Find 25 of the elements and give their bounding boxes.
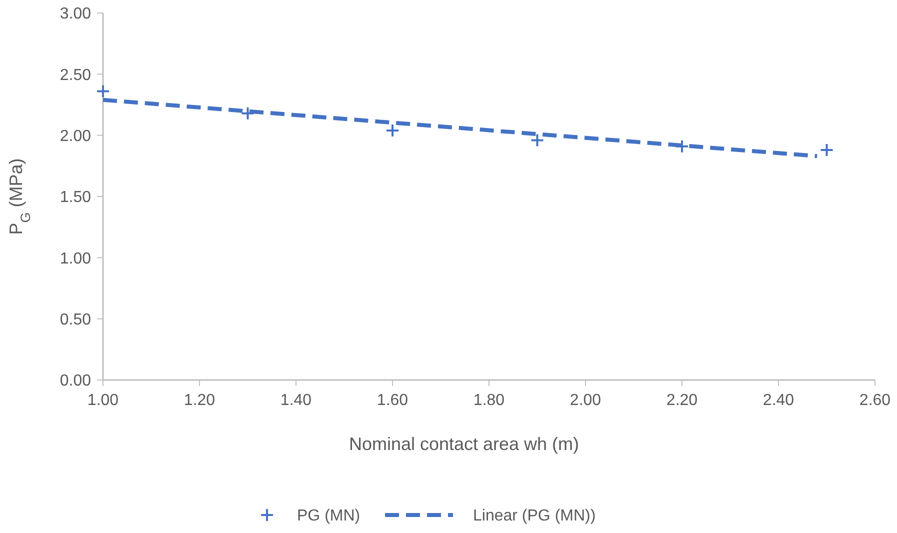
point [530,133,544,148]
y-tick-label: 1.00 [60,250,92,268]
x-tick-label: 2.00 [570,392,602,409]
point [386,123,400,138]
point [240,106,255,120]
legend-label: Linear (PG (MN)) [473,508,596,525]
x-axis-title: Nominal contact area wh (m) [348,434,580,454]
y-tick-label: 0.50 [60,311,92,328]
y-tick-label: 2.50 [60,66,92,84]
x-tick-label: 1.00 [87,392,119,409]
x-tick-label: 1.60 [376,392,408,409]
x-tick-label: 1.80 [473,392,505,409]
x-tick-label: 1.20 [184,392,216,409]
x-tick-label: 1.40 [280,392,312,409]
legend-label: PG (MN) [297,508,360,525]
y-tick-label: 1.50 [60,189,92,206]
y-tick-label: 0.00 [60,372,92,390]
x-tick-label: 2.40 [762,392,794,409]
point [675,139,689,154]
point [96,84,110,98]
y-tick-label: 3.00 [60,6,92,23]
x-tick-label: 2.20 [666,392,698,409]
point [820,143,834,158]
y-tick-label: 2.00 [60,128,92,145]
x-tick-label: 2.60 [859,392,891,409]
